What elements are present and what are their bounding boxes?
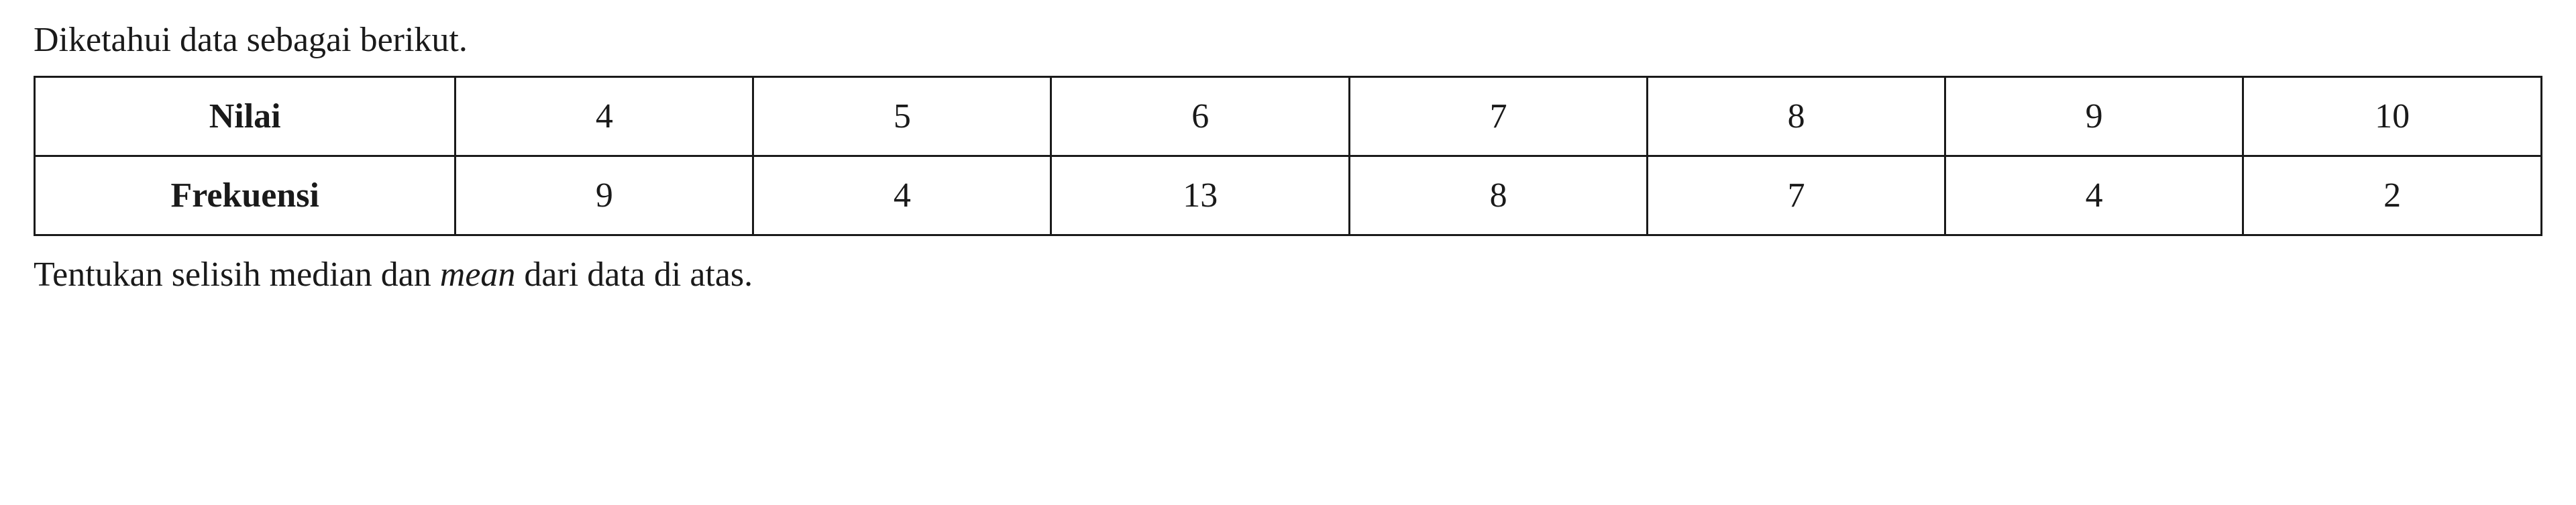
- row-header-nilai: Nilai: [35, 77, 455, 156]
- question-text: Tentukan selisih median dan mean dari da…: [34, 255, 2542, 294]
- question-suffix: dari data di atas.: [515, 256, 753, 294]
- table-cell: 9: [455, 156, 753, 235]
- table-cell: 5: [753, 77, 1051, 156]
- table-cell: 8: [1350, 156, 1648, 235]
- table-row: Frekuensi 9 4 13 8 7 4 2: [35, 156, 2542, 235]
- table-cell: 7: [1648, 156, 1945, 235]
- intro-text: Diketahui data sebagai berikut.: [34, 20, 2542, 60]
- table-row: Nilai 4 5 6 7 8 9 10: [35, 77, 2542, 156]
- table-cell: 6: [1051, 77, 1350, 156]
- table-cell: 13: [1051, 156, 1350, 235]
- table-cell: 4: [455, 77, 753, 156]
- table-cell: 4: [753, 156, 1051, 235]
- table-cell: 10: [2243, 77, 2542, 156]
- table-cell: 9: [1945, 77, 2243, 156]
- row-header-frekuensi: Frekuensi: [35, 156, 455, 235]
- table-cell: 2: [2243, 156, 2542, 235]
- question-italic-word: mean: [440, 256, 516, 294]
- table-cell: 7: [1350, 77, 1648, 156]
- table-cell: 4: [1945, 156, 2243, 235]
- question-prefix: Tentukan selisih median dan: [34, 256, 440, 294]
- table-cell: 8: [1648, 77, 1945, 156]
- data-table: Nilai 4 5 6 7 8 9 10 Frekuensi 9 4 13 8 …: [34, 76, 2542, 236]
